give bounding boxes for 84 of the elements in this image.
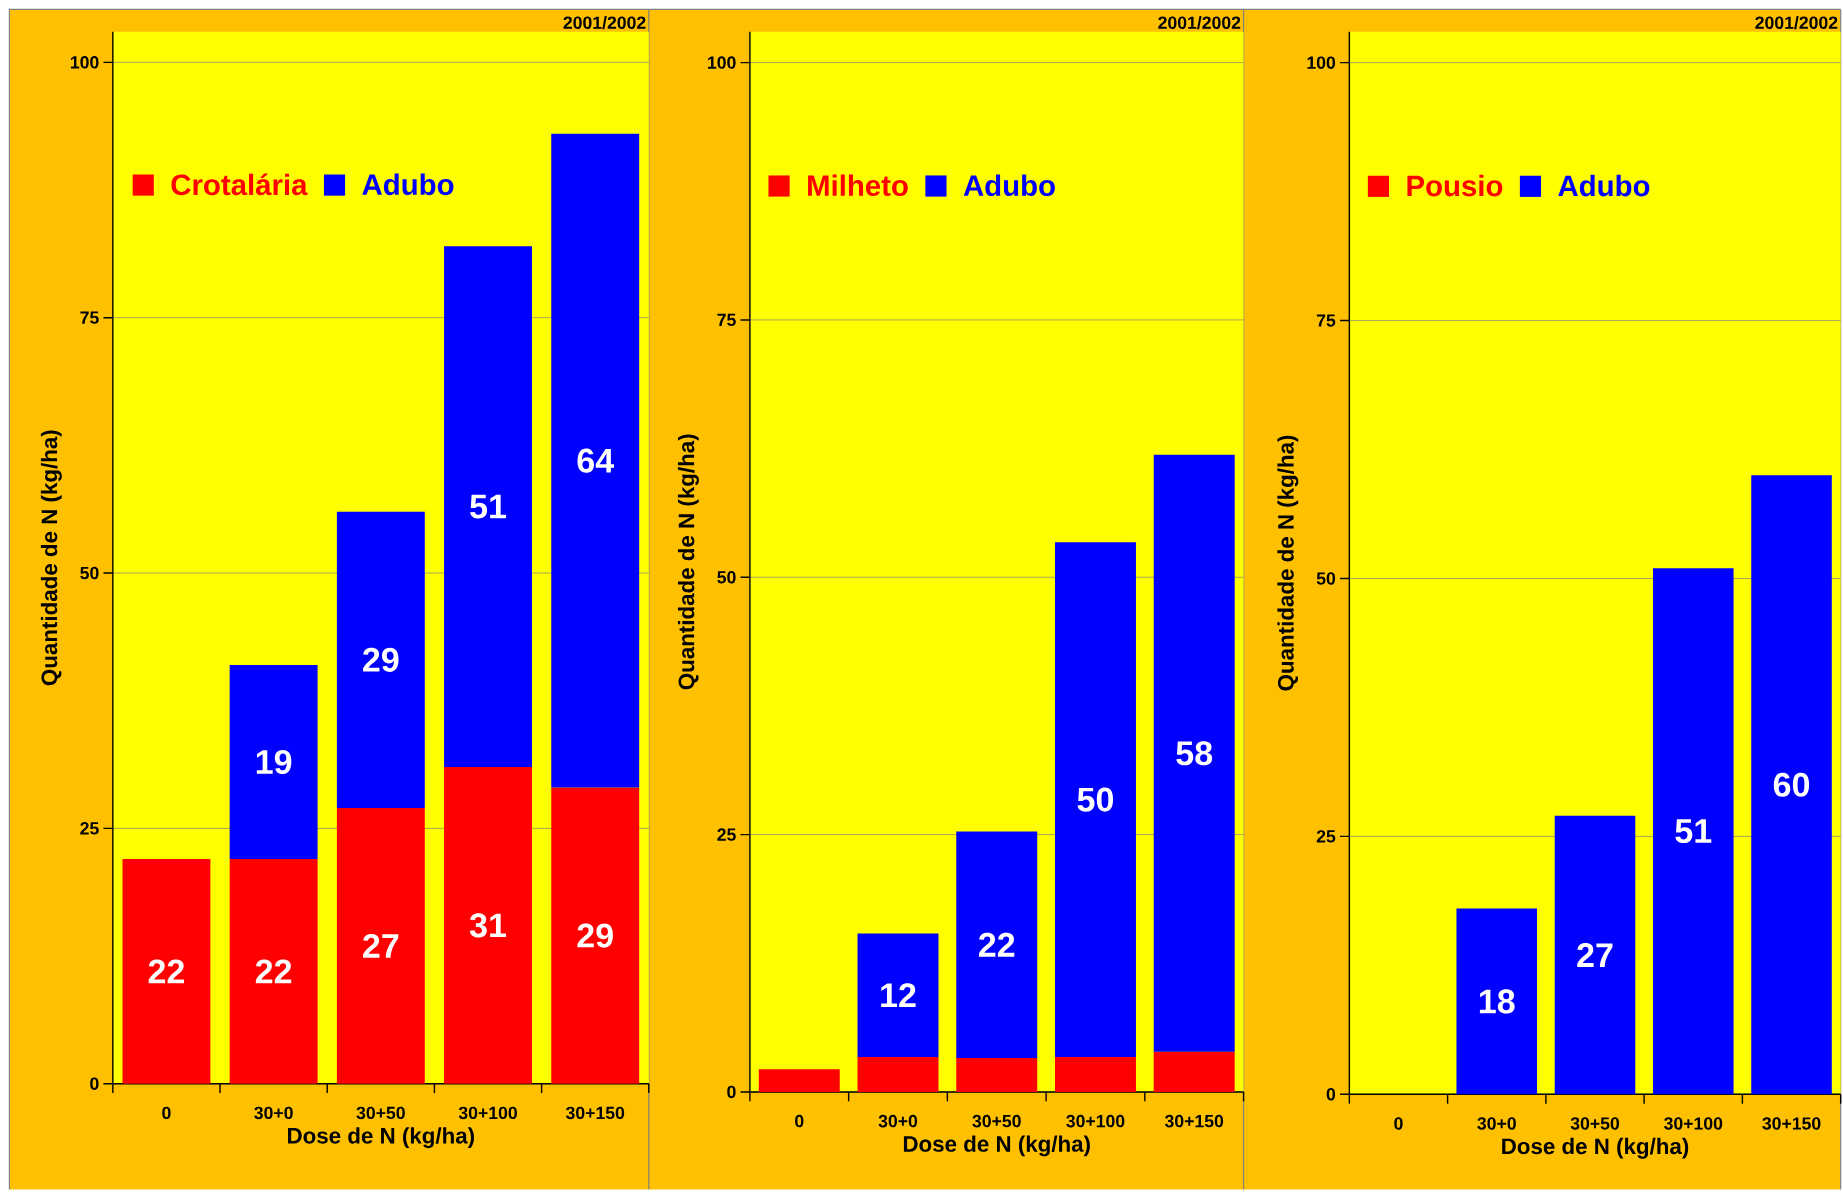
x-tick-label: 30+0 (1477, 1117, 1516, 1130)
bar (122, 859, 211, 1084)
y-axis-title: Quantidade de N (kg/ha) (677, 434, 699, 690)
bar (444, 767, 532, 1084)
data-label: 60 (1773, 772, 1810, 797)
data-label: 58 (1176, 741, 1213, 766)
bar (1652, 568, 1734, 1095)
y-tick-label: 25 (80, 822, 99, 835)
bar (1554, 815, 1636, 1095)
legend-label: Crotalária (171, 173, 308, 196)
x-tick-label: 30+50 (356, 1106, 405, 1120)
data-label: 29 (577, 923, 613, 948)
y-tick-label: 100 (1307, 56, 1336, 69)
x-tick-label: 30+100 (458, 1106, 517, 1120)
y-tick-label: 75 (80, 311, 99, 324)
bar (956, 1058, 1038, 1092)
x-tick-label: 30+0 (878, 1114, 918, 1128)
bar (551, 787, 640, 1084)
bar (336, 808, 425, 1084)
bar (857, 933, 939, 1057)
y-tick-label: 50 (80, 566, 99, 580)
x-tick-label: 30+150 (565, 1106, 625, 1120)
y-tick-label: 50 (1316, 572, 1336, 585)
bar (229, 859, 318, 1084)
x-axis-title: Dose de N (kg/ha) (1502, 1137, 1689, 1159)
y-tick-label: 0 (90, 1077, 99, 1091)
text: 2001/2002 (1755, 16, 1838, 30)
legend-label: Adubo (1558, 174, 1650, 197)
legend-label: Adubo (362, 173, 454, 196)
data-label: 19 (256, 749, 292, 775)
x-tick-label: 30+50 (972, 1114, 1021, 1128)
x-tick-label: 30+0 (254, 1106, 293, 1120)
y-tick-label: 25 (717, 828, 736, 841)
x-tick-label: 30+100 (1066, 1114, 1125, 1128)
bar (1054, 542, 1136, 1057)
x-tick-label: 30+100 (1664, 1117, 1723, 1130)
x-tick-label: 0 (162, 1106, 171, 1120)
text: 2001/2002 (1158, 16, 1241, 30)
data-label: 27 (363, 933, 399, 958)
data-label: 22 (255, 959, 292, 984)
y-tick-label: 75 (717, 313, 736, 327)
x-tick-label: 30+150 (1762, 1117, 1821, 1130)
y-tick-label: 100 (70, 56, 99, 69)
bar (229, 665, 318, 860)
bar (336, 511, 425, 809)
data-label: 22 (148, 959, 185, 984)
bar (758, 1069, 840, 1092)
bar (1456, 908, 1538, 1095)
bar (444, 246, 532, 768)
data-label: 18 (1479, 989, 1515, 1014)
legend-label: Pousio (1407, 174, 1503, 197)
data-label: 27 (1577, 943, 1613, 967)
data-label: 51 (1675, 819, 1712, 844)
x-tick-label: 0 (1394, 1117, 1403, 1130)
y-tick-label: 0 (727, 1085, 736, 1099)
data-label: 50 (1077, 787, 1114, 812)
bar (956, 831, 1038, 1059)
y-axis-title: Quantidade de N (kg/ha) (40, 430, 62, 686)
y-tick-label: 75 (1316, 314, 1336, 327)
y-tick-label: 50 (717, 571, 736, 584)
legend-label: Milheto (808, 174, 908, 197)
data-label: 51 (470, 494, 507, 519)
x-tick-label: 0 (795, 1114, 804, 1128)
x-axis-title: Dose de N (kg/ha) (903, 1135, 1090, 1157)
x-tick-label: 30+50 (1570, 1117, 1620, 1130)
data-label: 31 (469, 913, 507, 938)
data-label: 64 (577, 448, 614, 473)
data-label: 12 (881, 983, 916, 1008)
data-label: 29 (363, 647, 399, 672)
x-axis-title: Dose de N (kg/ha) (288, 1127, 474, 1149)
y-tick-label: 0 (1326, 1088, 1336, 1101)
y-tick-label: 100 (708, 56, 736, 69)
x-tick-label: 30+150 (1164, 1114, 1224, 1128)
text: 2001/2002 (563, 16, 646, 30)
y-axis-title: Quantidade de N (kg/ha) (1277, 435, 1299, 691)
bar (1054, 1057, 1136, 1092)
bar (857, 1057, 939, 1092)
data-label: 22 (978, 932, 1015, 957)
legend-label: Adubo (963, 174, 1055, 197)
bar (1751, 475, 1832, 1095)
bar (1153, 1051, 1235, 1092)
bar (551, 133, 640, 788)
bar (1153, 454, 1235, 1052)
y-tick-label: 25 (1316, 830, 1336, 843)
